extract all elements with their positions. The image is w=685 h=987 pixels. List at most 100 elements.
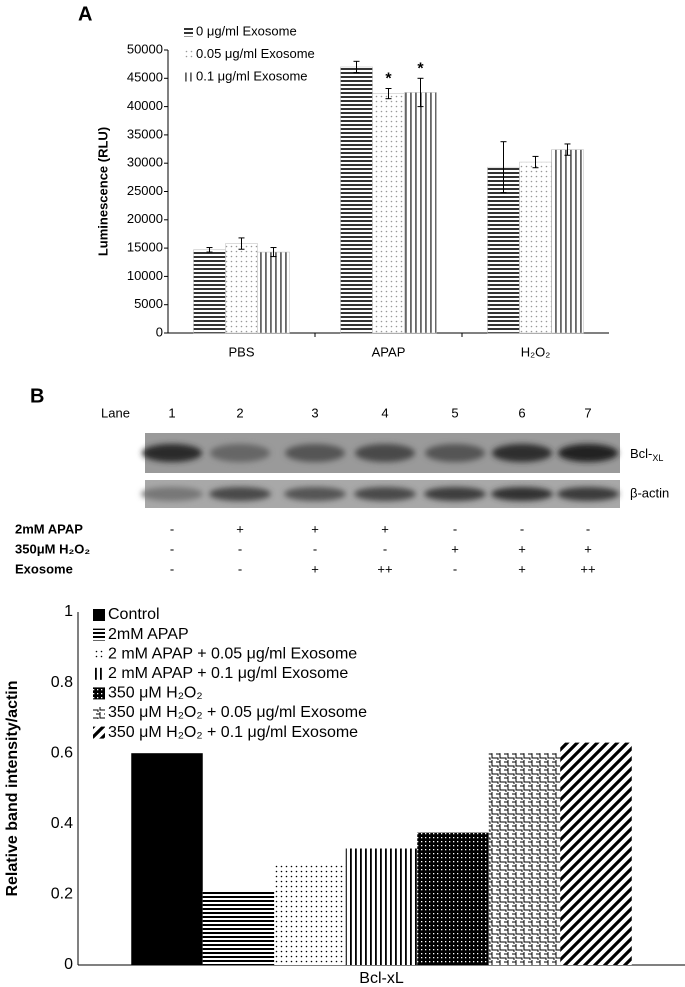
blot-band [557,487,619,501]
y-tick-label: 0.2 [51,886,73,903]
treatment-mark: - [313,541,317,556]
treatment-mark: - [170,521,174,536]
y-tick-label: 0 [156,324,163,339]
y-tick-label: 30000 [127,155,163,170]
blot-band [284,487,346,501]
error-bar [206,247,213,253]
legend-label: 2 mM APAP + 0.1 μg/ml Exosome [108,665,348,682]
legend-label: 2mM APAP [108,626,189,643]
legend-swatch [93,726,105,739]
lane-number: 2 [236,405,243,420]
treatment-mark: - [520,521,524,536]
legend-label: 0 μg/ml Exosome [196,23,297,38]
y-tick-label: 45000 [127,70,163,85]
y-tick-label: 15000 [127,240,163,255]
bar [560,742,632,965]
lane-label: Lane [101,405,130,420]
bar [202,890,275,965]
bar [345,848,418,965]
treatment-mark: - [383,541,387,556]
protein-label-main: Bcl- [630,446,652,461]
lane-number: 5 [451,405,458,420]
legend-swatch [93,628,105,641]
legend-swatch [184,50,193,59]
blot-band [558,444,618,462]
bar [487,166,520,334]
treatment-mark: ++ [580,561,595,576]
significance-mark: * [385,71,392,88]
legend-swatch [93,707,105,719]
legend-swatch [184,27,193,37]
treatment-label: 350μM H₂O₂ [15,541,90,556]
y-tick-label: 35000 [127,126,163,141]
blot-band [285,444,345,462]
y-axis-label: Luminescence (RLU) [95,127,110,256]
bar [225,243,258,334]
bar [404,92,437,334]
treatment-mark: - [453,521,457,536]
y-tick-label: 50000 [127,41,163,56]
legend-label: 0.1 μg/ml Exosome [196,68,308,83]
blot-band [142,444,202,462]
treatment-label: Exosome [15,561,73,576]
x-tick-label: H₂O₂ [521,344,551,359]
x-tick-label: PBS [228,344,254,359]
legend-label: 2 mM APAP + 0.05 μg/ml Exosome [108,645,357,662]
blot-band [141,487,203,501]
error-bar [417,77,424,108]
blot-band [210,444,270,462]
protein-label: Bcl-XL [630,446,663,463]
error-bar [270,247,277,258]
y-tick-label: 20000 [127,211,163,226]
error-bar [564,143,571,156]
legend-label: 350 μM H₂O₂ + 0.1 μg/ml Exosome [108,724,358,741]
treatment-mark: ++ [377,561,392,576]
error-bar [500,141,507,194]
error-bar [353,60,360,74]
legend-label: 0.05 μg/ml Exosome [196,46,315,61]
treatment-mark: - [238,541,242,556]
bar [274,862,346,965]
bar [488,753,561,965]
y-tick-label: 0.4 [51,815,73,832]
legend-label: 350 μM H₂O₂ [108,685,203,702]
treatment-mark: - [238,561,242,576]
bar [193,249,226,334]
treatment-mark: + [451,541,459,556]
y-tick-label: 5000 [134,296,163,311]
y-axis-label: Relative band intensity/actin [4,680,21,896]
lane-number: 1 [168,405,175,420]
treatment-mark: + [236,521,244,536]
treatment-mark: - [170,561,174,576]
legend-swatch [184,72,193,82]
bar [340,66,373,334]
bar [372,93,405,334]
blot-band [424,487,486,501]
panel-label: B [30,385,44,407]
y-tick-label: 0.6 [51,744,73,761]
treatment-mark: + [311,521,319,536]
treatment-mark: - [586,521,590,536]
blot-band [425,444,485,462]
x-tick-label: Bcl-xL [359,970,404,987]
legend-swatch [93,648,105,661]
bar [519,161,552,334]
x-tick-label: APAP [372,344,406,359]
legend-swatch [93,687,105,700]
blot-band [492,444,552,462]
treatment-label: 2mM APAP [15,521,83,536]
blot-band [354,487,416,501]
legend-label: 350 μM H₂O₂ + 0.05 μg/ml Exosome [108,704,367,721]
legend-swatch [93,667,105,680]
control-label: β-actin [630,485,669,500]
treatment-mark: + [518,541,526,556]
y-tick-label: 40000 [127,98,163,113]
western-blot [141,433,620,508]
lane-number: 6 [518,405,525,420]
treatment-mark: + [518,561,526,576]
y-tick-label: 10000 [127,268,163,283]
lane-number: 7 [584,405,591,420]
bar [417,832,489,965]
